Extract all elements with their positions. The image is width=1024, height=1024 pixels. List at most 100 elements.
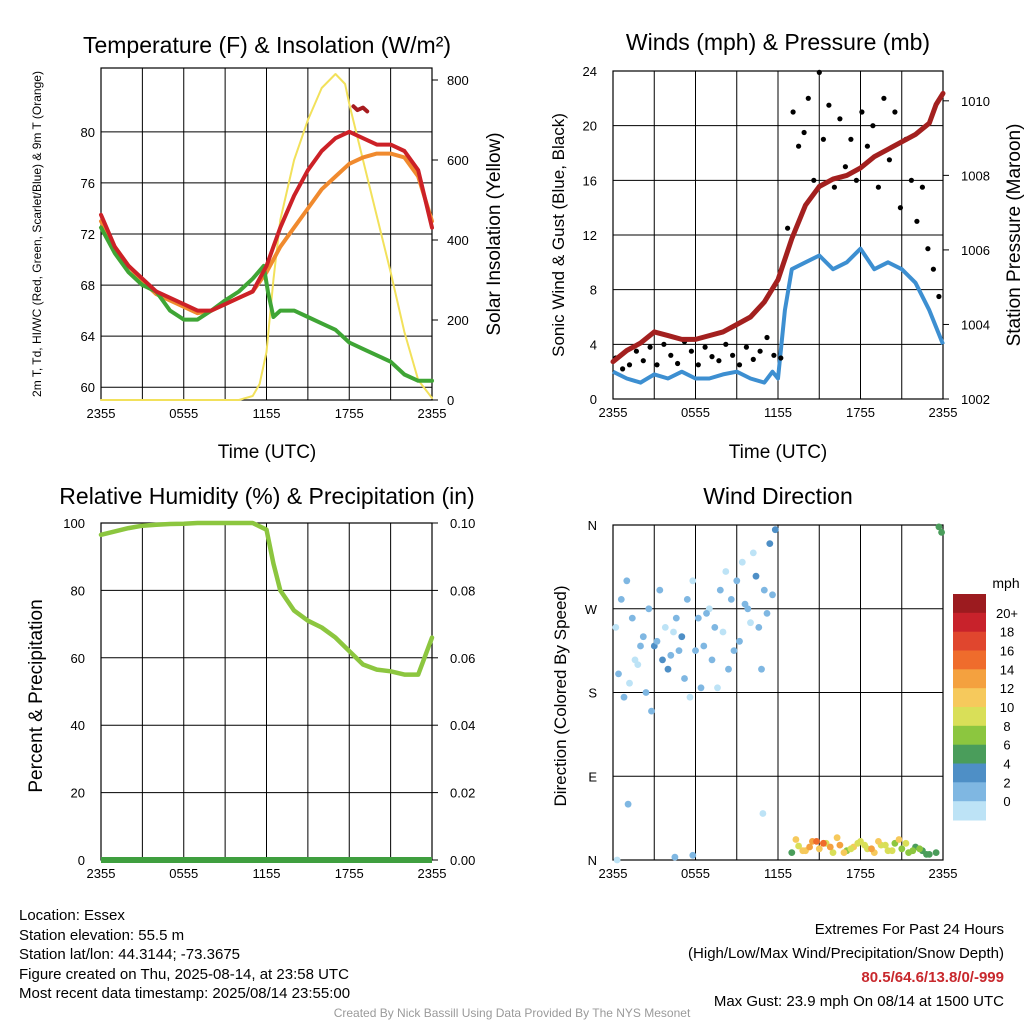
- extremes-info: Extremes For Past 24 Hours (High/Low/Max…: [688, 918, 1004, 1014]
- direction-point: [888, 847, 896, 855]
- direction-point: [758, 665, 765, 673]
- gust-point: [654, 362, 660, 368]
- gust-point: [790, 109, 796, 115]
- credit-line: Created By Nick Bassill Using Data Provi…: [333, 1006, 691, 1020]
- direction-point: [692, 647, 699, 654]
- gust-point: [914, 218, 920, 224]
- temperature-x-axis-label: Time (UTC): [218, 442, 317, 463]
- x-tick-label: 1155: [253, 866, 281, 881]
- temperature-y-axis-label: 2m T, Td, HI/WC (Red, Green, Scarlet/Blu…: [30, 71, 44, 397]
- series-line-hi: [351, 104, 370, 114]
- extremes-subtitle: (High/Low/Max Wind/Precipitation/Snow De…: [688, 945, 1004, 962]
- direction-point: [711, 624, 719, 631]
- series-line-station-pressure: [610, 90, 946, 365]
- direction-point: [736, 637, 743, 645]
- gust-point: [881, 95, 887, 101]
- y-right-tick-label: 600: [447, 153, 469, 168]
- direction-point: [714, 684, 721, 692]
- direction-point: [813, 838, 820, 845]
- direction-point: [700, 642, 708, 650]
- extremes-values: 80.5/64.6/13.8/0/-999: [861, 969, 1004, 986]
- colorbar-label: 8: [1003, 719, 1010, 734]
- gust-point: [859, 109, 865, 115]
- y-right-tick-label: 1006: [961, 243, 990, 258]
- x-tick-label: 1755: [335, 406, 364, 421]
- direction-point: [626, 679, 633, 687]
- gust-point: [919, 184, 926, 190]
- figure-created: Figure created on Thu, 2025-08-14, at 23…: [19, 965, 349, 983]
- y-right-tick-label: 0.06: [450, 651, 475, 666]
- direction-point: [648, 707, 655, 715]
- gust-point: [778, 355, 784, 361]
- direction-point: [689, 851, 697, 859]
- direction-point: [624, 800, 632, 808]
- x-tick-label: 1755: [846, 405, 875, 420]
- gust-point: [801, 129, 807, 136]
- direction-point: [678, 633, 686, 641]
- direction-point: [681, 675, 688, 682]
- gust-point: [709, 354, 715, 360]
- x-tick-label: 1755: [846, 866, 875, 881]
- direction-point: [847, 845, 855, 853]
- y-tick-label: E: [588, 769, 597, 784]
- gust-point: [723, 341, 729, 347]
- direction-point: [670, 628, 677, 636]
- winds-grid: [613, 71, 943, 399]
- gust-point: [668, 352, 674, 358]
- direction-point: [697, 684, 705, 692]
- gust-point: [831, 184, 838, 190]
- recent-timestamp: Most recent data timestamp: 2025/08/14 2…: [19, 985, 351, 1002]
- station-info: Location: Essex Station elevation: 55.5 …: [19, 906, 350, 1004]
- colorbar-label: 10: [1000, 700, 1014, 715]
- gust-point: [736, 362, 743, 368]
- gust-point: [848, 136, 854, 142]
- y-right-tick-label: 400: [447, 233, 469, 248]
- direction-point: [664, 665, 672, 673]
- x-tick-label: 1155: [253, 406, 281, 421]
- y-tick-label: 100: [63, 516, 85, 531]
- gust-point: [675, 360, 681, 367]
- colorbar-swatch: [953, 631, 986, 651]
- wind-direction-series: [612, 523, 945, 864]
- y-right-tick-label: 800: [447, 73, 469, 88]
- direction-point: [755, 624, 763, 631]
- direction-point: [615, 670, 622, 678]
- direction-point: [806, 843, 813, 851]
- direction-point: [722, 568, 730, 575]
- y-tick-label: 8: [590, 283, 597, 298]
- gust-point: [647, 344, 653, 350]
- station-elevation: Station elevation: 55.5 m: [19, 926, 185, 944]
- direction-point: [672, 614, 680, 622]
- gust-point: [785, 225, 791, 231]
- direction-point: [738, 558, 746, 566]
- colorbar-label: 4: [1003, 757, 1010, 772]
- direction-point: [747, 619, 754, 627]
- gust-point: [853, 177, 860, 183]
- wind-direction-panel: Wind Direction 2355 0555 1155 1755 2355NESWN…: [551, 483, 1020, 881]
- winds-panel: Winds (mph) & Pressure (mb) 2355 0555 1155…: [549, 29, 1024, 463]
- direction-point: [815, 845, 823, 853]
- direction-point: [895, 836, 903, 843]
- y-tick-label: S: [588, 686, 597, 701]
- direction-point: [868, 845, 875, 853]
- direction-point: [667, 651, 675, 659]
- gust-point: [908, 177, 915, 183]
- gust-point: [892, 109, 898, 115]
- direction-point: [836, 841, 844, 849]
- gust-point: [620, 366, 626, 372]
- direction-point: [703, 610, 710, 617]
- direction-point: [826, 843, 834, 851]
- direction-point: [653, 637, 661, 645]
- gust-point: [842, 164, 849, 170]
- colorbar-swatch: [953, 612, 986, 633]
- direction-point: [730, 647, 738, 654]
- y-right-tick-label: 0.00: [450, 853, 475, 868]
- direction-point: [612, 624, 620, 631]
- humidity-series: [98, 520, 435, 863]
- temperature-ticks: 2355 0555 1155 1755 235560646872768002004006…: [81, 73, 469, 421]
- direction-point: [617, 596, 625, 603]
- y-tick-label: 4: [590, 337, 597, 352]
- station-location: Location: Essex: [19, 907, 125, 924]
- direction-point: [766, 540, 774, 547]
- wind-direction-panel-title: Wind Direction: [703, 483, 853, 509]
